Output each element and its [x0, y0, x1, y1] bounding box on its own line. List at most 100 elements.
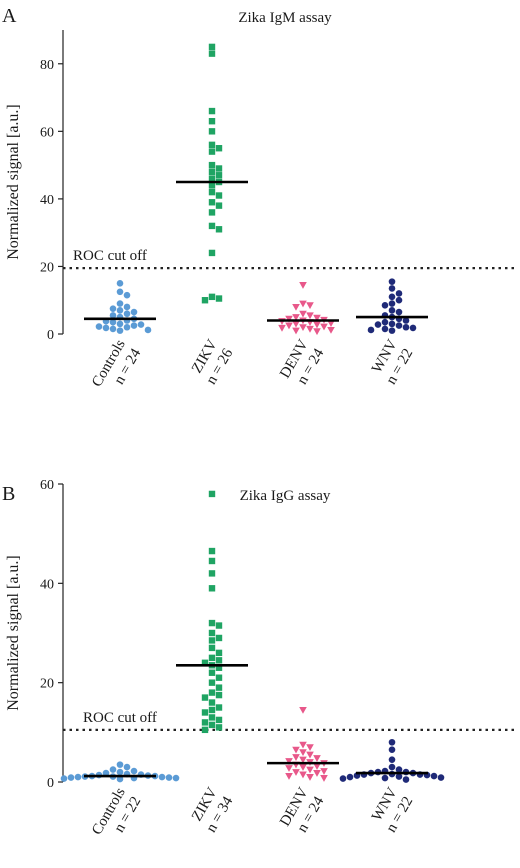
y-tick-label: 60 [40, 125, 54, 140]
data-point [215, 716, 223, 724]
data-point [395, 290, 403, 297]
data-point [208, 141, 216, 149]
data-point [402, 323, 410, 331]
data-point [388, 293, 396, 301]
data-point [116, 280, 124, 287]
data-point [215, 724, 223, 731]
data-point [292, 769, 300, 776]
data-point [208, 637, 216, 644]
data-point [144, 326, 152, 334]
data-point [123, 310, 131, 318]
y-tick-label: 40 [40, 193, 54, 208]
data-point [208, 168, 216, 176]
data-point [306, 744, 314, 752]
data-point [395, 773, 403, 780]
data-point [109, 312, 117, 319]
data-point [299, 282, 307, 289]
series-wnv [339, 738, 445, 783]
data-point [285, 758, 293, 765]
data-point [208, 128, 216, 135]
data-point [208, 644, 216, 652]
data-point [208, 161, 216, 169]
data-point [388, 307, 396, 314]
data-point [215, 657, 223, 664]
data-point [430, 772, 438, 780]
data-point [299, 756, 307, 764]
data-point [299, 749, 307, 756]
data-point [109, 325, 117, 333]
data-point [208, 222, 216, 230]
data-point [306, 312, 314, 320]
data-point [327, 320, 335, 327]
y-axis-label: Normalized signal [a.u.] [5, 104, 22, 260]
data-point [299, 706, 307, 714]
chart-panel-a: A Zika IgM assay 0 20 40 60 80 Normalized signa… [2, 5, 515, 390]
data-point [374, 321, 382, 328]
data-point [158, 773, 166, 781]
data-point [74, 773, 82, 781]
data-point [388, 738, 396, 746]
data-point [381, 325, 389, 333]
data-point [123, 323, 131, 331]
chart-title: Zika IgG assay [240, 488, 331, 504]
panel-label: A [2, 5, 17, 27]
data-point [215, 165, 223, 172]
data-point [395, 308, 403, 316]
y-tick-label: 40 [40, 577, 54, 592]
data-point [215, 226, 223, 233]
data-point [215, 172, 223, 179]
data-point [292, 303, 300, 311]
data-point [215, 622, 223, 629]
data-point [102, 769, 110, 777]
data-point [388, 278, 396, 285]
data-point [299, 310, 307, 318]
series-wnv [356, 278, 428, 334]
data-point [299, 764, 307, 771]
series-denv [267, 282, 339, 336]
data-point [409, 324, 417, 332]
data-point [313, 755, 321, 762]
data-point [116, 327, 124, 334]
data-point [116, 775, 124, 783]
data-point [215, 634, 223, 642]
data-point [208, 721, 216, 729]
data-point [123, 303, 131, 311]
data-point [109, 766, 117, 773]
series-zikv [176, 490, 248, 734]
data-point [215, 704, 223, 711]
data-point [402, 317, 410, 324]
data-point [215, 192, 223, 199]
data-point [130, 322, 138, 329]
data-point [208, 182, 216, 189]
data-point [215, 664, 223, 671]
data-point [208, 293, 216, 301]
data-point [215, 202, 223, 209]
data-point [201, 709, 209, 716]
y-tick-label: 60 [40, 478, 54, 493]
data-point [208, 490, 216, 498]
data-point [116, 761, 124, 768]
data-point [109, 305, 117, 312]
data-point [292, 327, 300, 335]
data-point [299, 741, 307, 749]
data-point [320, 768, 328, 775]
series-denv [267, 706, 339, 782]
data-point [116, 307, 124, 314]
data-point [285, 773, 293, 780]
data-point [388, 746, 396, 754]
data-point [215, 295, 223, 302]
data-point [208, 689, 216, 696]
data-point [292, 754, 300, 761]
series-controls [84, 280, 156, 334]
data-point [215, 145, 223, 152]
data-point [208, 209, 216, 216]
data-point [201, 694, 209, 701]
data-point [208, 629, 216, 637]
data-point [320, 323, 328, 331]
